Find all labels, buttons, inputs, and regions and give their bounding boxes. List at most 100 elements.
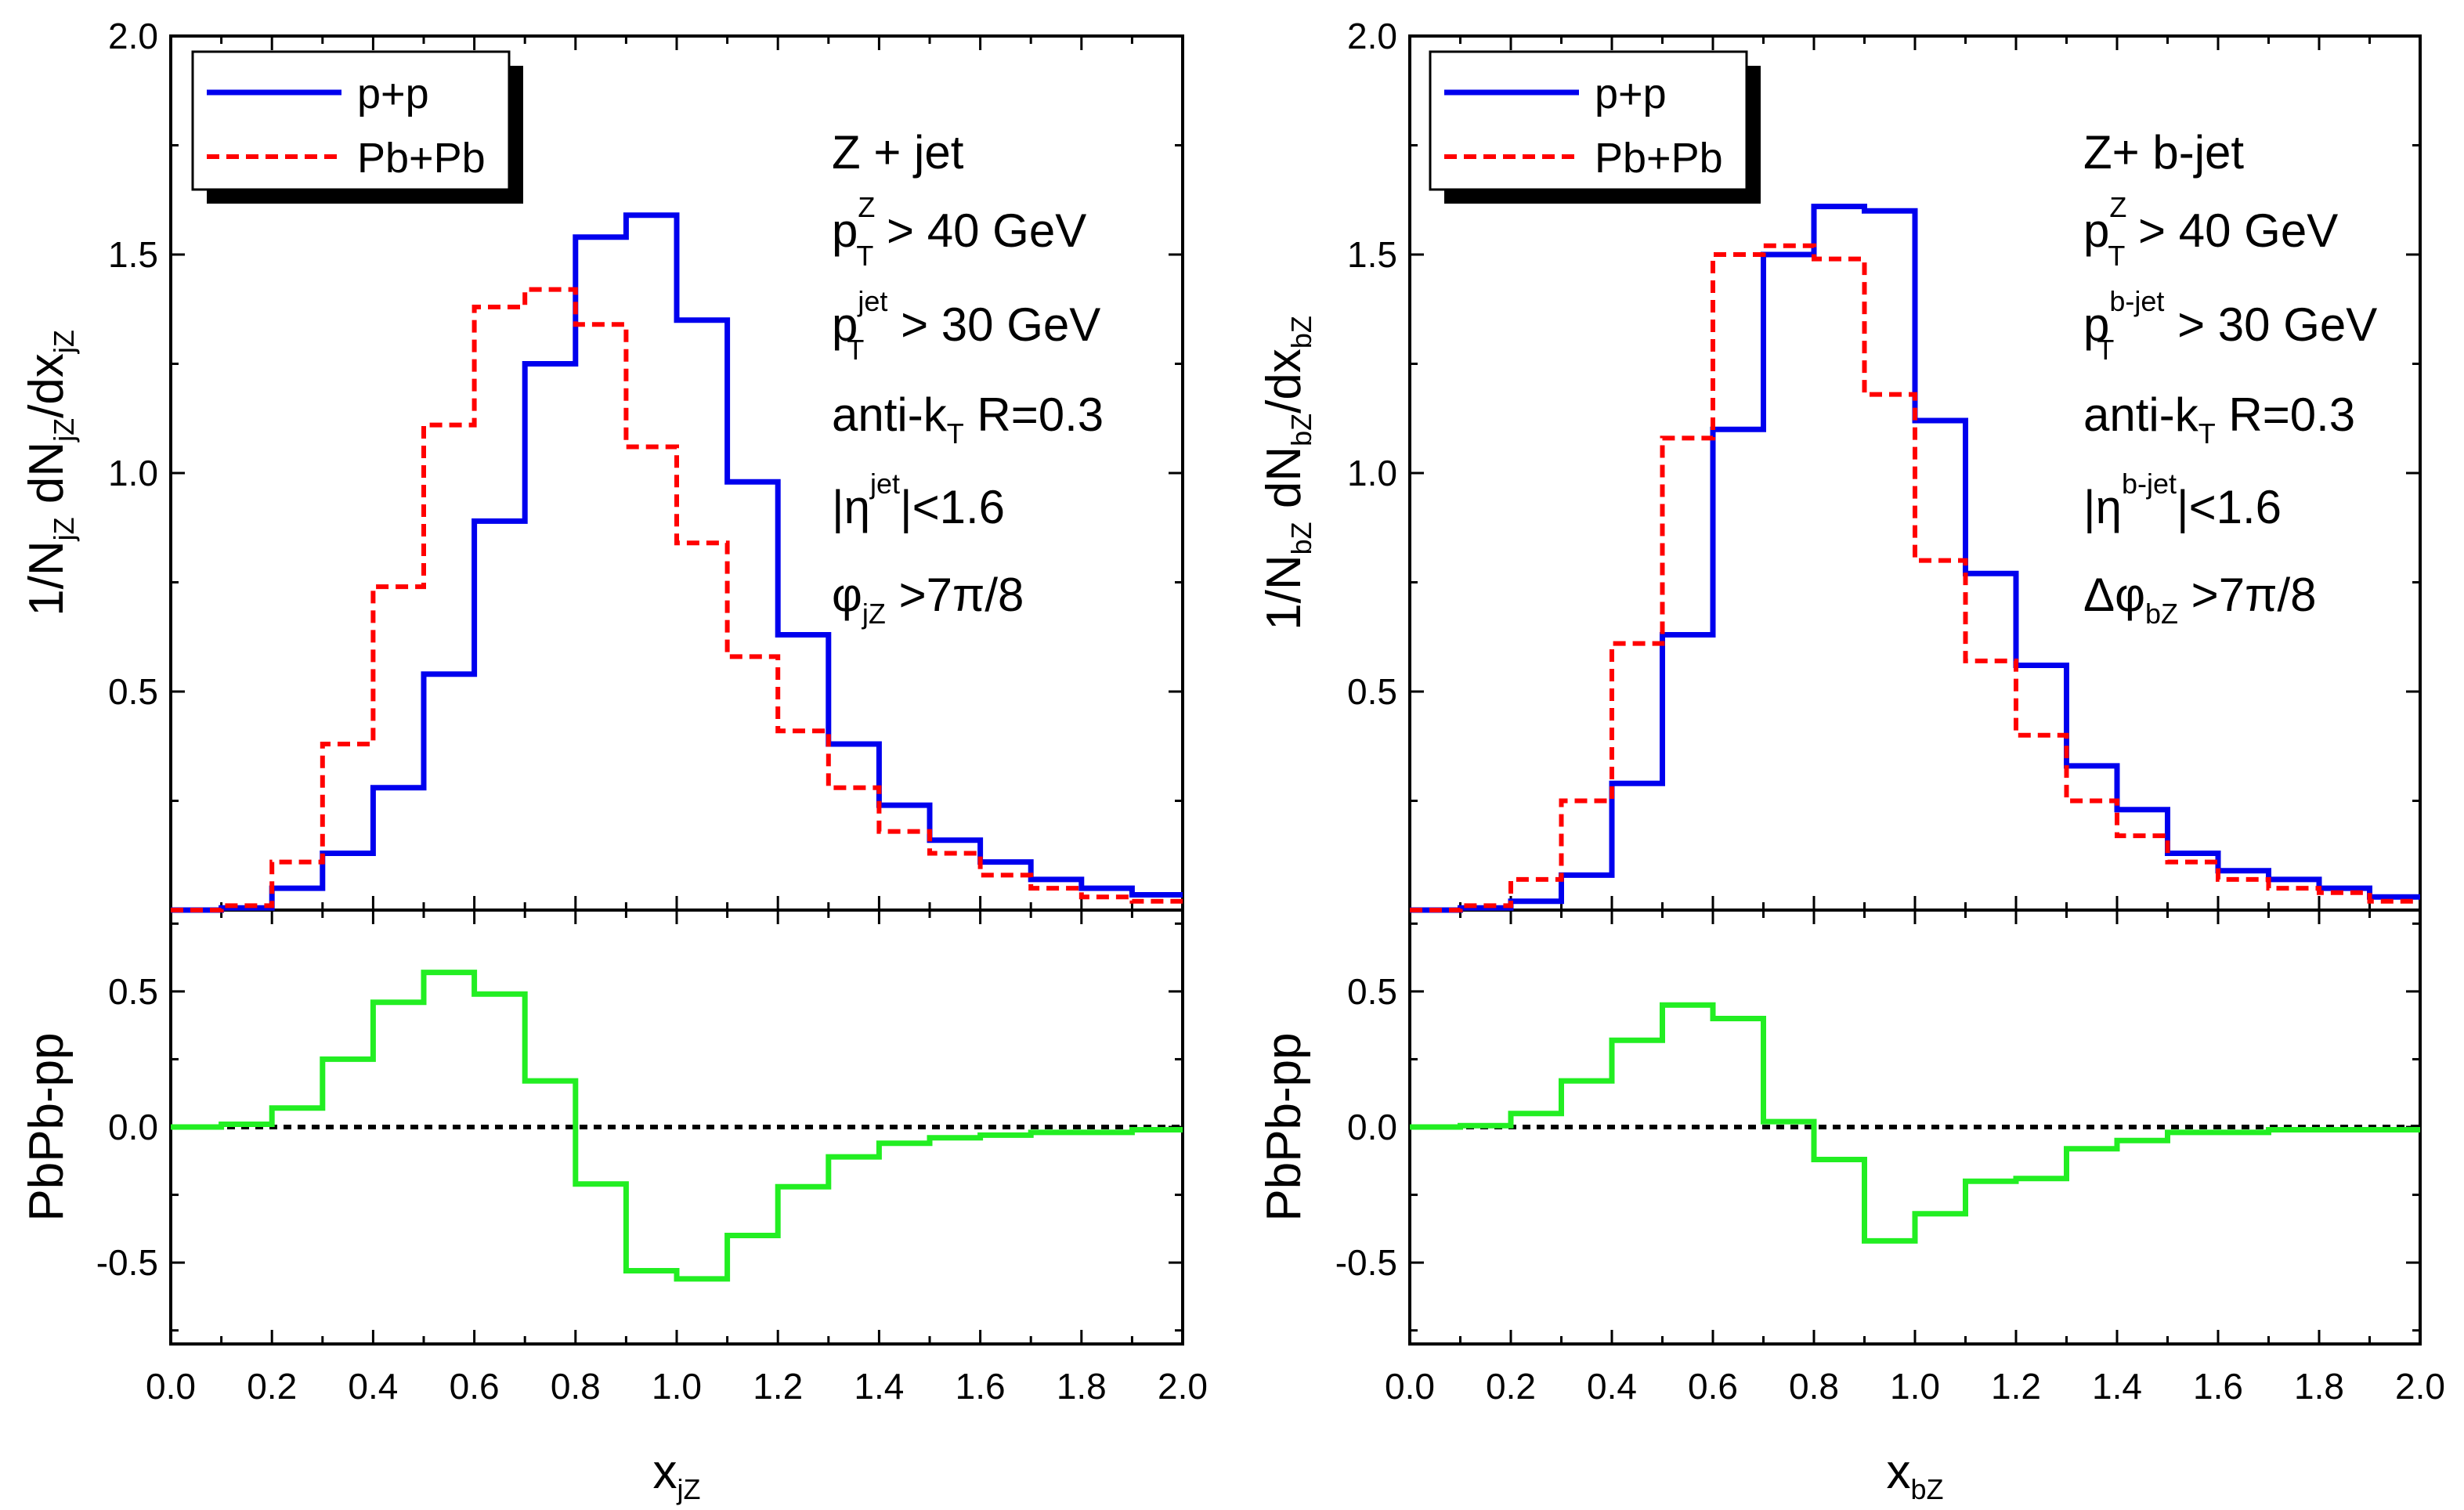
annotation-ptjet: pjet T > 30 GeV: [832, 285, 1100, 366]
annotation-sup: jet: [857, 285, 887, 317]
bottom-y-tick-label: 0.0: [108, 1107, 158, 1147]
x-tick-label: 0.6: [1688, 1366, 1738, 1407]
annotation-sub: T: [847, 334, 864, 366]
annotation-sub: T: [856, 240, 873, 272]
annotation-algo: anti-kT R=0.3: [2083, 388, 2355, 450]
x-tick-label: 0.0: [146, 1366, 196, 1407]
top-y-tick-label: 1.5: [1347, 234, 1397, 275]
annotation-phi: ΔφbZ >7π/8: [2083, 569, 2317, 630]
annotation-eta: |ηjet|<1.6: [832, 468, 1005, 533]
x-tick-label: 0.0: [1385, 1366, 1435, 1407]
x-tick-label: 1.2: [753, 1366, 803, 1407]
annotation-text: R=0.3: [964, 388, 1104, 441]
annotation-sup: jet: [869, 468, 900, 500]
x-tick-label: 1.4: [2092, 1366, 2142, 1407]
annotation-text: > 40 GeV: [2125, 204, 2338, 257]
annotation-process: Z + jet: [832, 126, 964, 179]
annotation-text: |η: [2083, 481, 2122, 533]
axis-label-text: dN: [20, 442, 74, 517]
annotation-text: >7π/8: [2178, 569, 2317, 621]
annotation-text: > 40 GeV: [873, 204, 1086, 257]
annotation-text: R=0.3: [2216, 388, 2355, 441]
bottom-y-tick-label: 0.5: [108, 971, 158, 1012]
x-tick-label: 2.0: [1158, 1366, 1208, 1407]
annotation-text: |η: [832, 481, 870, 533]
x-tick-label: 0.8: [551, 1366, 601, 1407]
annotation-sub: T: [947, 417, 964, 450]
axis-label-text: x: [1886, 1445, 1910, 1499]
axis-label-sub: jZ: [677, 1473, 701, 1505]
annotation-sub: T: [2198, 417, 2216, 450]
x-tick-label: 1.8: [1057, 1366, 1107, 1407]
series-line-pbpb: [171, 287, 1183, 912]
annotation-sub: bZ: [2145, 598, 2178, 630]
legend-label: p+p: [1595, 70, 1667, 117]
axis-label-sub: jZ: [48, 517, 80, 541]
top-y-axis: 0.5 1.0 1.5 2.0: [108, 16, 1183, 802]
x-tick-label: 1.0: [1890, 1366, 1940, 1407]
axis-label-sub: bZ: [1910, 1473, 1943, 1505]
annotation-sup: b-jet: [2122, 468, 2177, 500]
annotation-text: anti-k: [832, 388, 948, 441]
x-tick-label: 1.2: [1991, 1366, 2041, 1407]
annotation-sub: T: [2108, 240, 2125, 272]
bottom-y-axis: -0.5 0.0 0.5: [1335, 922, 2420, 1332]
annotation-sub: jZ: [862, 598, 886, 630]
bottom-series: [171, 970, 1183, 1282]
top-y-tick-label: 1.5: [108, 234, 158, 275]
legend-label: Pb+Pb: [1595, 135, 1723, 182]
x-tick-label: 1.6: [956, 1366, 1006, 1407]
series-line-pp: [1410, 204, 2420, 913]
top-y-tick-label: 2.0: [108, 16, 158, 56]
bottom-y-axis-label: PbPb-pp: [20, 1032, 74, 1221]
annotation-text: φ: [832, 569, 862, 621]
top-y-tick-label: 1.0: [108, 453, 158, 493]
x-tick-label: 0.8: [1789, 1366, 1839, 1407]
annotation-eta: |ηb-jet|<1.6: [2083, 468, 2282, 533]
annotation-text: Δφ: [2083, 569, 2145, 621]
bottom-series: [1410, 1002, 2420, 1244]
top-y-tick-label: 1.0: [1347, 453, 1397, 493]
annotation-process: Z+ b-jet: [2083, 126, 2244, 179]
x-axis: 0.0 0.2 0.4 0.6 0.8 1.0 1.2 1.4 1.6 1.8 2.0: [1385, 36, 2445, 1407]
top-y-tick-label: 0.5: [1347, 671, 1397, 712]
axis-label-text: /dx: [1257, 349, 1311, 414]
annotation-sup: b-jet: [2109, 285, 2164, 317]
annotation-text: p: [832, 204, 858, 257]
axis-label-text: 1/N: [20, 540, 74, 616]
legend: p+p Pb+Pb: [1429, 50, 1761, 204]
x-tick-label: 0.2: [1486, 1366, 1536, 1407]
x-tick-label: 1.8: [2294, 1366, 2344, 1407]
annotation-text: p: [832, 298, 858, 351]
annotation-text: |<1.6: [900, 481, 1005, 533]
annotation-text: >7π/8: [886, 569, 1024, 621]
annotation-ptz: pZ T > 40 GeV: [832, 191, 1086, 272]
annotation-text: p: [2083, 204, 2109, 257]
annotation-ptz: pZ T > 40 GeV: [2083, 191, 2338, 272]
top-y-tick-label: 0.5: [108, 671, 158, 712]
x-tick-label: 0.4: [1587, 1366, 1637, 1407]
annotation-sup: Z: [858, 191, 875, 223]
series-line-pbpb: [1410, 243, 2420, 912]
legend: p+p Pb+Pb: [191, 50, 523, 204]
bottom-y-tick-label: -0.5: [96, 1242, 158, 1283]
annotation-algo: anti-kT R=0.3: [832, 388, 1104, 450]
x-axis-label: xbZ: [1886, 1445, 1943, 1505]
x-tick-label: 0.2: [247, 1366, 297, 1407]
legend-box: [191, 50, 511, 191]
annotation-sub: T: [2097, 334, 2114, 366]
annotation-text: anti-k: [2083, 388, 2199, 441]
legend-label: Pb+Pb: [357, 135, 486, 182]
annotation-text: > 30 GeV: [887, 298, 1100, 351]
x-axis-label: xjZ: [653, 1445, 701, 1505]
top-y-axis: 0.5 1.0 1.5 2.0: [1347, 16, 2420, 802]
top-y-tick-label: 2.0: [1347, 16, 1397, 56]
legend-box: [1429, 50, 1748, 191]
x-tick-label: 0.6: [450, 1366, 500, 1407]
bottom-y-axis-label: PbPb-pp: [1257, 1032, 1311, 1221]
axis-label-sub: bZ: [1285, 316, 1317, 349]
annotation-text: > 30 GeV: [2164, 298, 2377, 351]
top-y-axis-label: 1/NbZ dNbZ/dxbZ: [1257, 316, 1317, 630]
